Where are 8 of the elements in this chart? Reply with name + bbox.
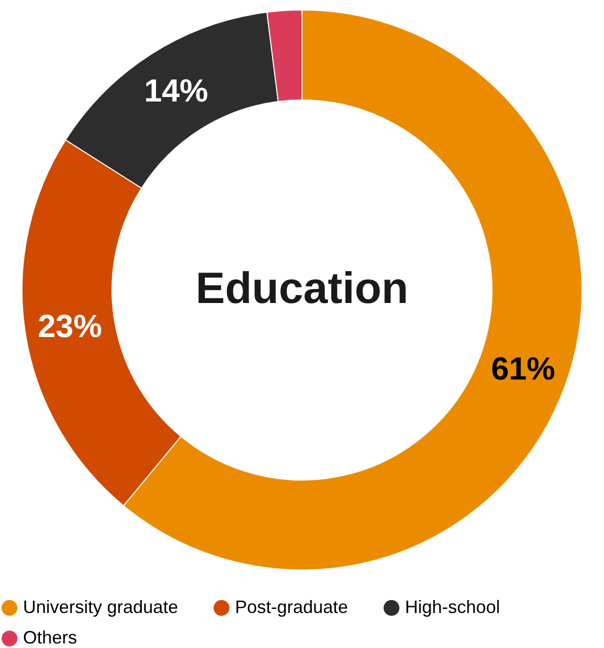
legend-label: Post-graduate xyxy=(235,596,348,617)
data-label: 61% xyxy=(491,350,556,387)
data-label: 23% xyxy=(38,308,102,344)
legend-label: High-school xyxy=(405,596,500,617)
legend-label: Others xyxy=(23,628,78,648)
legend-label: University graduate xyxy=(23,596,178,617)
data-label: 14% xyxy=(144,72,208,109)
text: Education xyxy=(196,264,408,313)
